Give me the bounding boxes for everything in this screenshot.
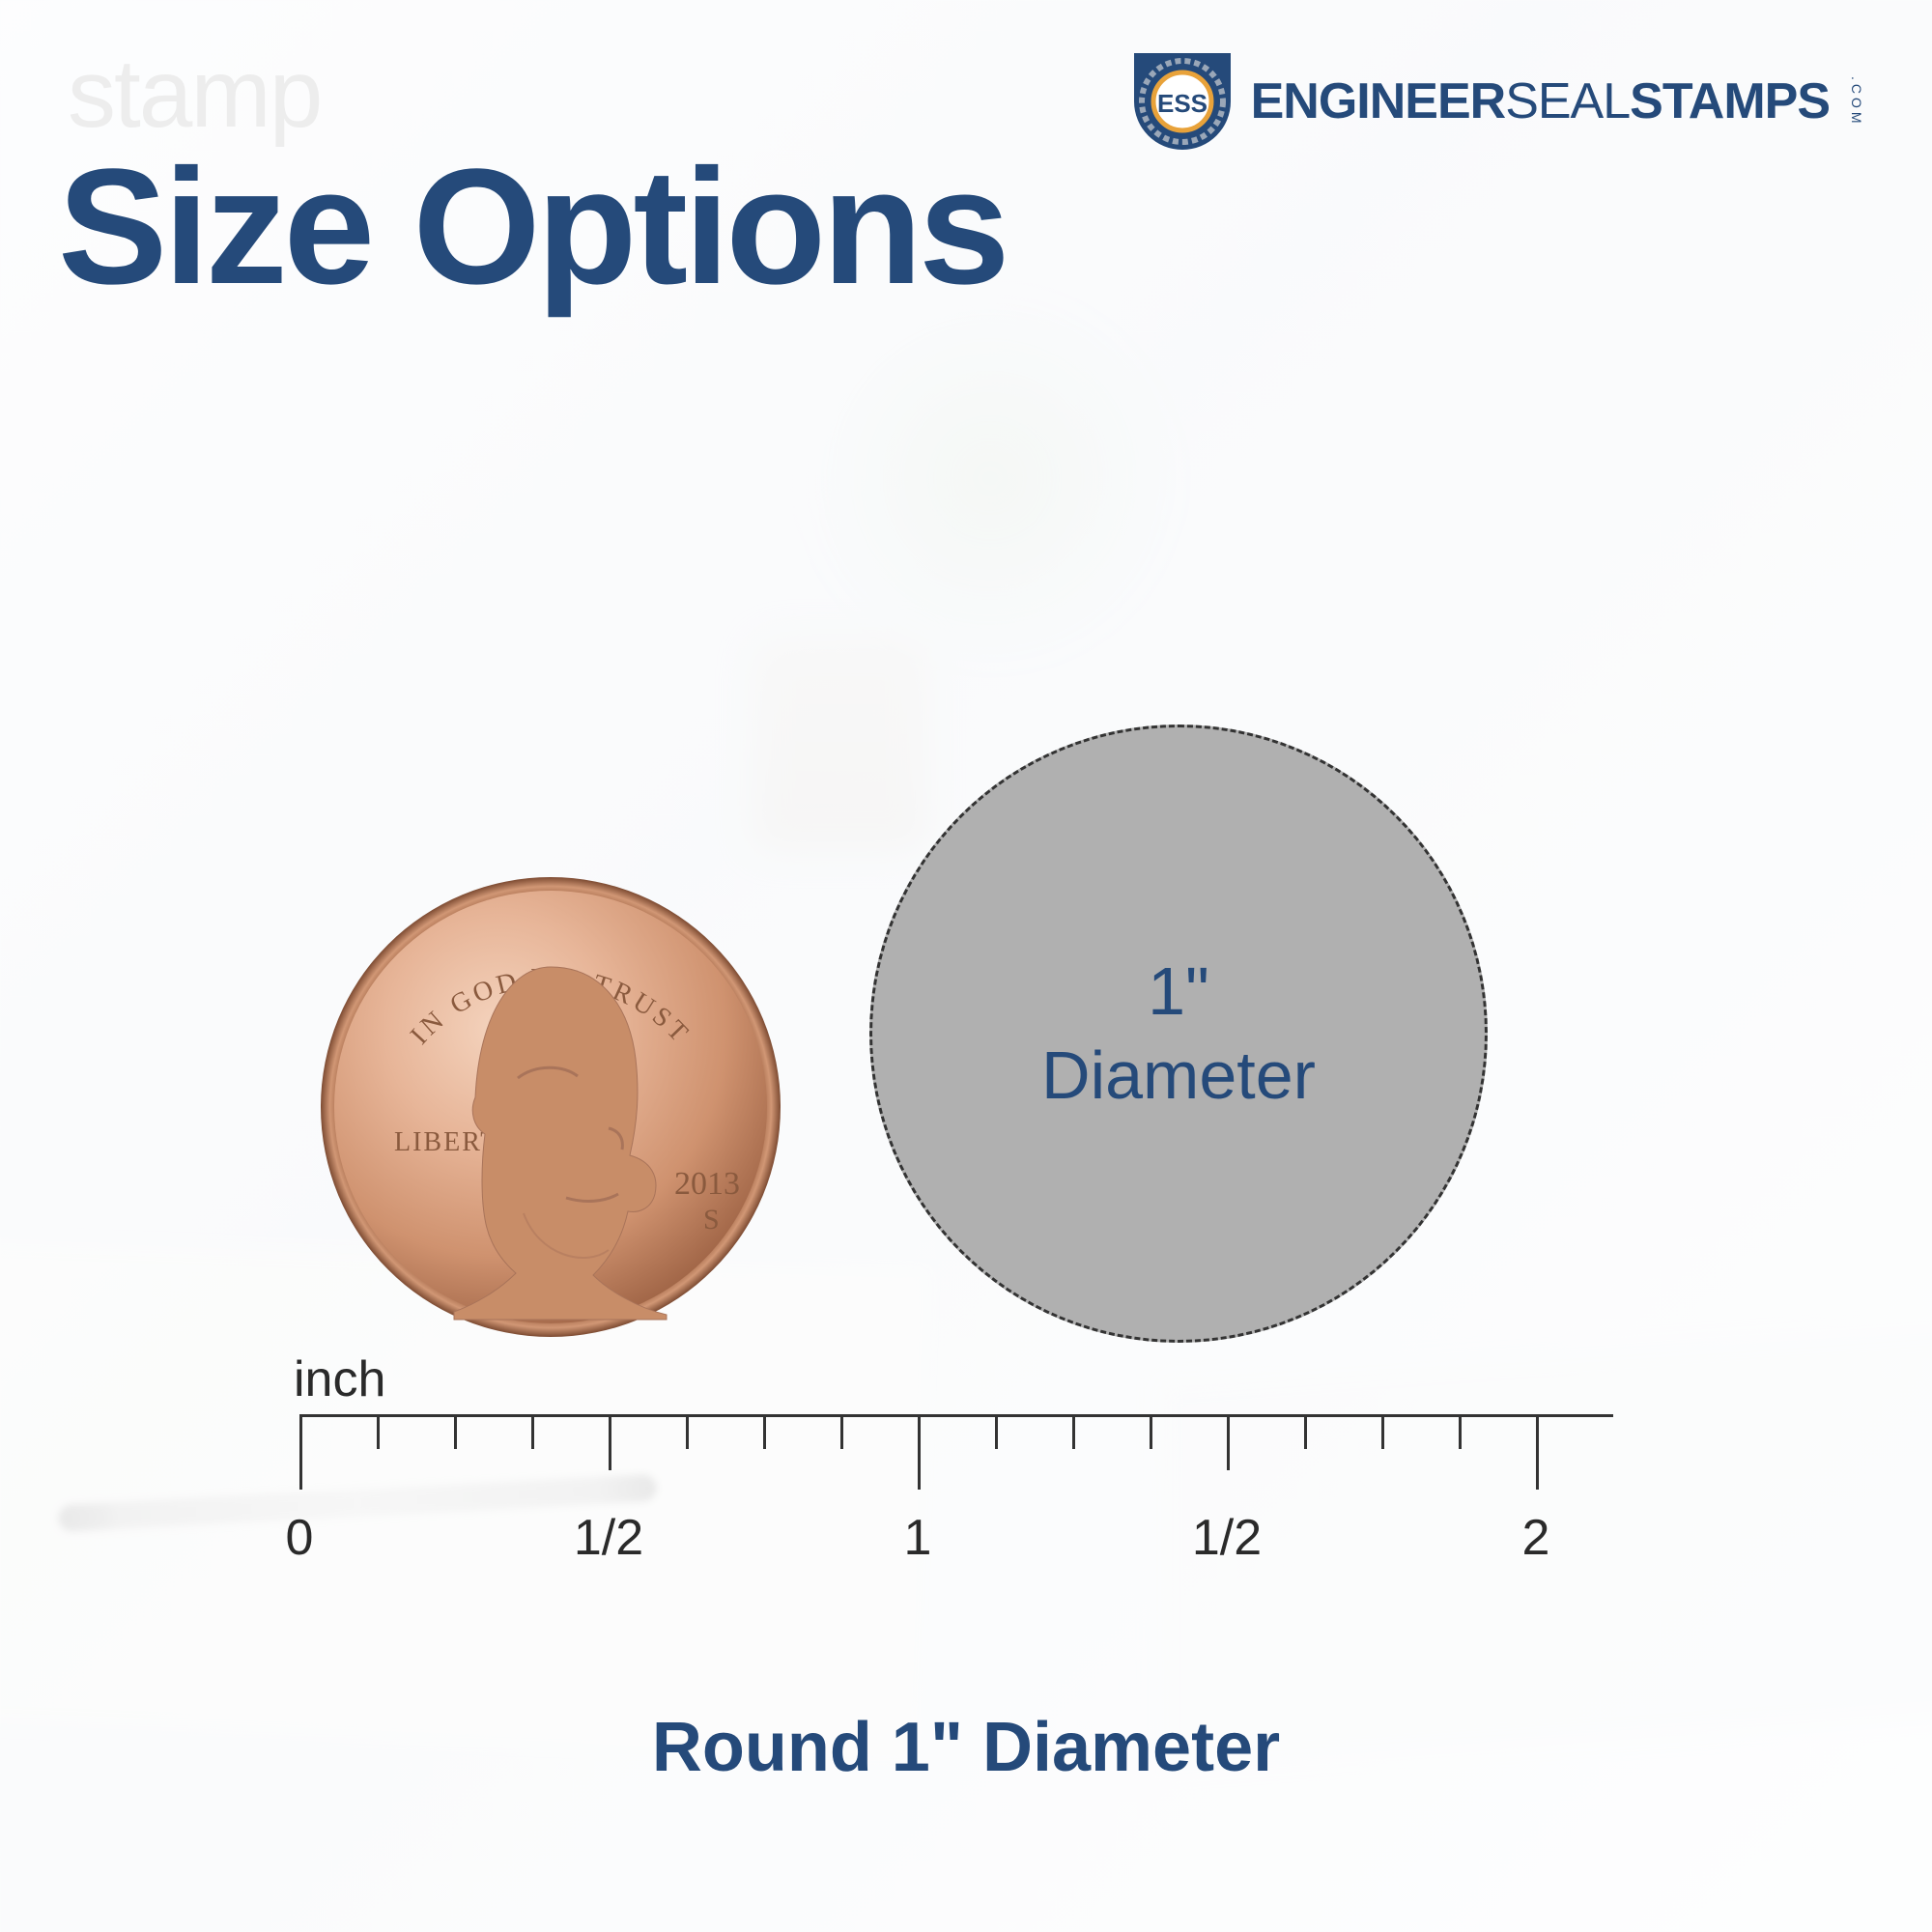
ruler-area: inch 01/211/22 bbox=[299, 1350, 1604, 1577]
ruler-tick bbox=[1459, 1414, 1462, 1449]
size-caption: Round 1" Diameter bbox=[0, 1708, 1932, 1787]
ruler-tick bbox=[918, 1414, 921, 1490]
ruler-tick bbox=[299, 1414, 302, 1490]
ruler-tick bbox=[840, 1414, 843, 1449]
heading-title: Size Options bbox=[58, 145, 1007, 309]
ruler-tick bbox=[1150, 1414, 1152, 1449]
brand-text-dotcom: .COM bbox=[1849, 76, 1864, 128]
ruler-tick bbox=[1304, 1414, 1307, 1449]
svg-text:S: S bbox=[703, 1204, 720, 1236]
ruler-numbers: 01/211/22 bbox=[299, 1509, 1613, 1577]
ruler-tick bbox=[377, 1414, 380, 1449]
brand-text-seal: SEAL bbox=[1505, 73, 1630, 129]
brand-text-engineer: ENGINEER bbox=[1251, 73, 1506, 129]
heading-eyebrow: stamp bbox=[68, 39, 321, 150]
ruler-tick bbox=[995, 1414, 998, 1449]
ruler-tick bbox=[531, 1414, 534, 1449]
stamp-size-circle: 1" Diameter bbox=[869, 724, 1488, 1343]
ruler-unit-label: inch bbox=[294, 1350, 1604, 1408]
svg-text:2013: 2013 bbox=[674, 1166, 740, 1202]
ruler-number: 1/2 bbox=[1192, 1509, 1262, 1567]
ruler-tick bbox=[686, 1414, 689, 1449]
ruler-baseline bbox=[299, 1414, 1613, 1417]
penny-reference-icon: IN GOD WE TRUST LIBERTY 2013 S bbox=[319, 875, 782, 1339]
brand-logo-text: ENGINEERSEALSTAMPS bbox=[1251, 72, 1830, 130]
brand-text-stamps: STAMPS bbox=[1630, 73, 1830, 129]
svg-text:ESS: ESS bbox=[1157, 89, 1208, 118]
ruler-tick bbox=[1381, 1414, 1384, 1449]
ruler-number: 2 bbox=[1522, 1509, 1550, 1567]
ruler-tick bbox=[454, 1414, 457, 1449]
size-comparison-area: IN GOD WE TRUST LIBERTY 2013 S 1" Diamet… bbox=[328, 724, 1604, 1577]
stamp-size-unit: Diameter bbox=[1041, 1037, 1316, 1113]
ruler-tick bbox=[1227, 1414, 1230, 1470]
ruler-tick bbox=[609, 1414, 611, 1470]
ess-badge-icon: ESS bbox=[1129, 48, 1236, 155]
ruler-scale bbox=[299, 1414, 1613, 1501]
ruler-number: 0 bbox=[286, 1509, 314, 1567]
stamp-size-label: 1" Diameter bbox=[1041, 950, 1316, 1119]
ruler-tick bbox=[763, 1414, 766, 1449]
ruler-tick bbox=[1536, 1414, 1539, 1490]
ruler-number: 1/2 bbox=[574, 1509, 643, 1567]
brand-logo: ESS ENGINEERSEALSTAMPS .COM bbox=[1129, 48, 1864, 155]
stamp-size-value: 1" bbox=[1148, 953, 1209, 1029]
ruler-number: 1 bbox=[904, 1509, 932, 1567]
ruler-tick bbox=[1072, 1414, 1075, 1449]
